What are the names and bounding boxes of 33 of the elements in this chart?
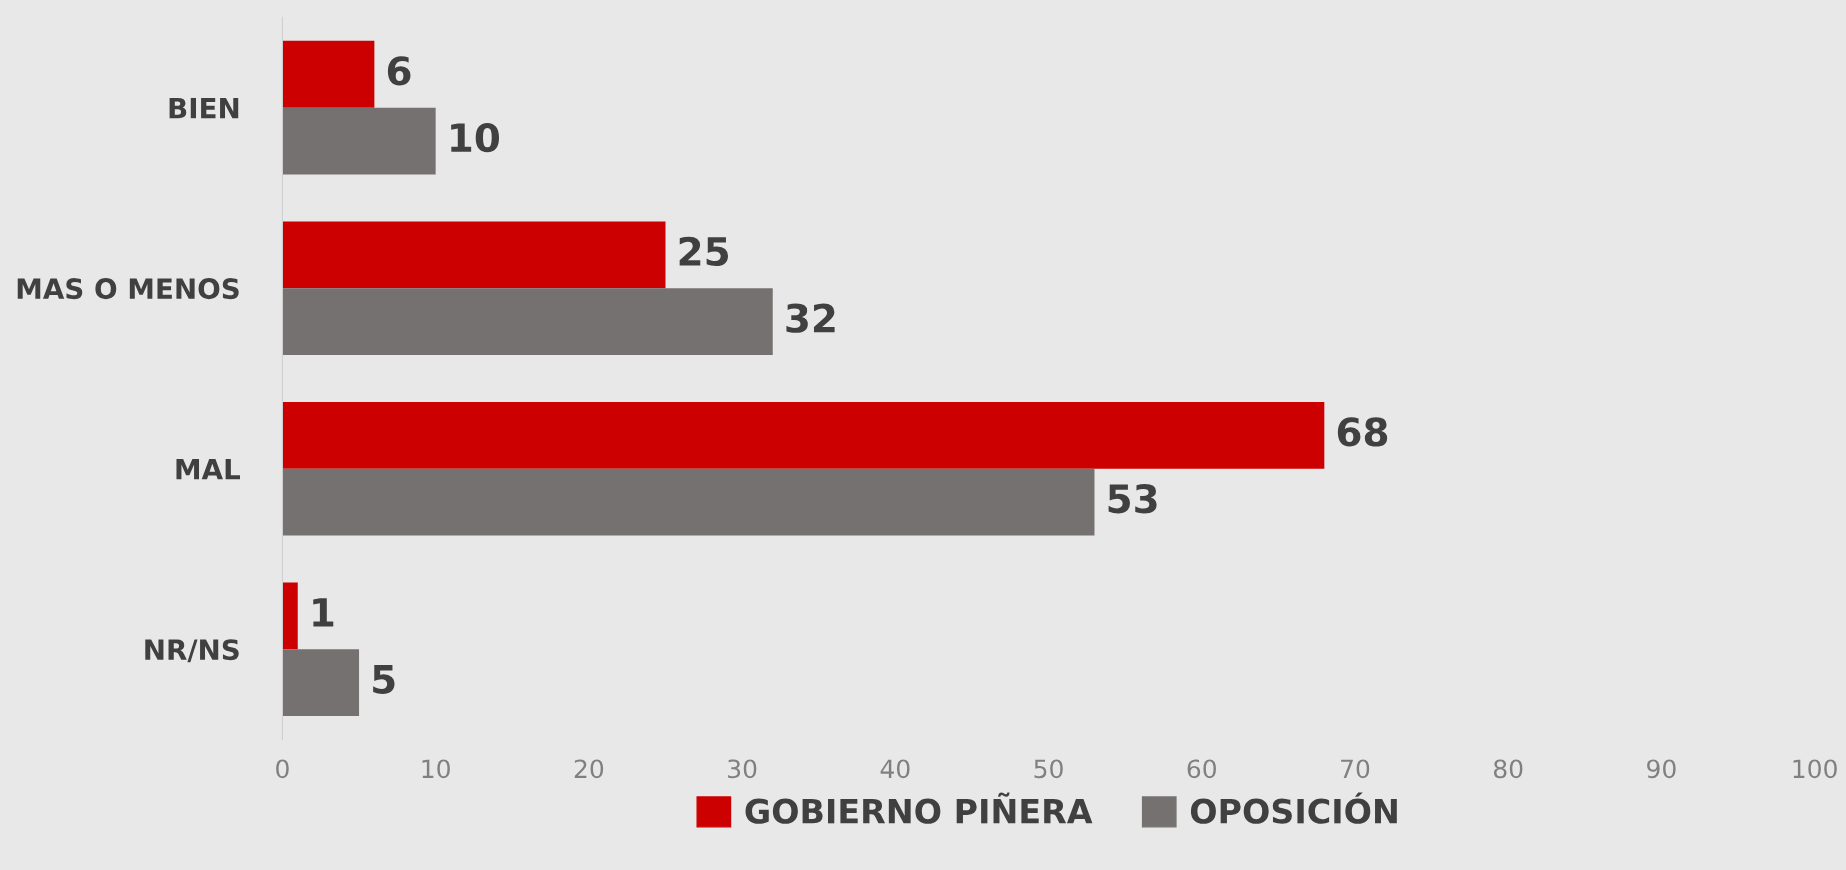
legend-label: GOBIERNO PIÑERA [745,792,1093,824]
bar [282,582,298,650]
x-tick-label: 100 [1793,759,1837,779]
data-label: 5 [373,665,395,694]
y-tick-label: BIEN [169,97,239,119]
y-tick-label: MAL [176,459,241,480]
bar [282,649,360,717]
bar [282,468,1095,536]
x-tick-label: 90 [1647,759,1676,779]
data-label: 68 [1337,417,1388,447]
x-tick-label: 30 [728,759,757,779]
data-label: 10 [451,122,500,153]
data-label: 25 [679,236,728,267]
x-tick-label: 70 [1341,759,1370,779]
data-label: 53 [1108,483,1157,514]
x-tick-label: 40 [880,759,910,779]
data-label: 6 [387,56,411,86]
legend-label: OPOSICIÓN [1190,792,1397,824]
x-tick-label: 0 [276,759,289,779]
bar [282,288,773,355]
x-tick-label: 20 [574,759,604,779]
bar [282,40,375,108]
x-tick-label: 80 [1493,759,1523,779]
y-tick-label: NR/NS [145,639,239,663]
x-tick-label: 10 [422,759,450,779]
x-tick-label: 50 [1034,759,1063,779]
data-label: 1 [313,598,334,627]
bar [282,401,1325,469]
bar [282,221,666,289]
y-tick-label: MAS O MENOS [17,278,239,300]
data-label: 32 [786,303,835,333]
bar [282,107,436,175]
x-tick-label: 60 [1187,759,1216,779]
